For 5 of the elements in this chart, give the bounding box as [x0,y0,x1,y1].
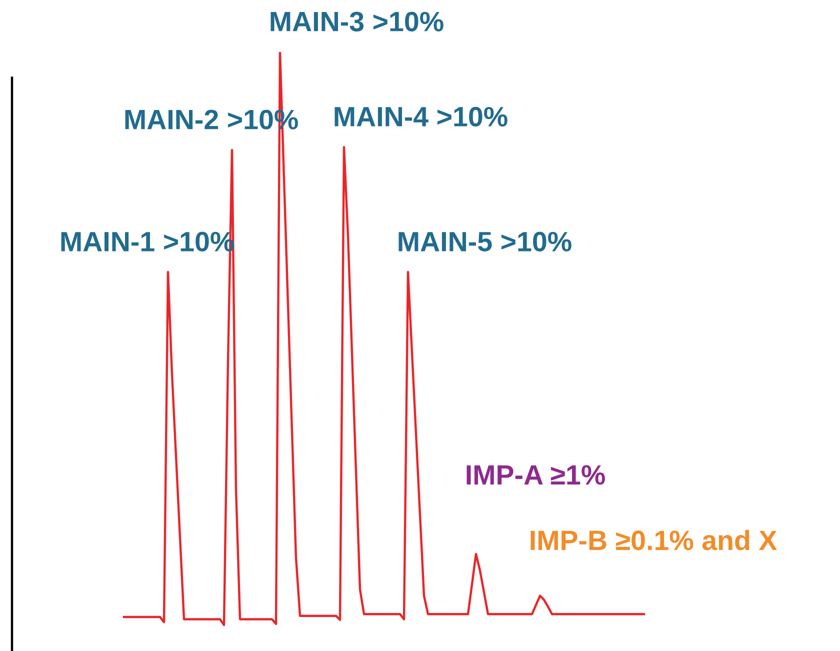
annotation: MAIN-4 >10% [334,106,508,127]
text: MAIN-3 >10% [270,12,444,32]
annotation: MAIN-5 >10% [398,232,572,252]
annotation: IMP-B ≥0.1% and X [530,530,777,550]
annotation: IMP-A ≥1% [466,465,605,485]
